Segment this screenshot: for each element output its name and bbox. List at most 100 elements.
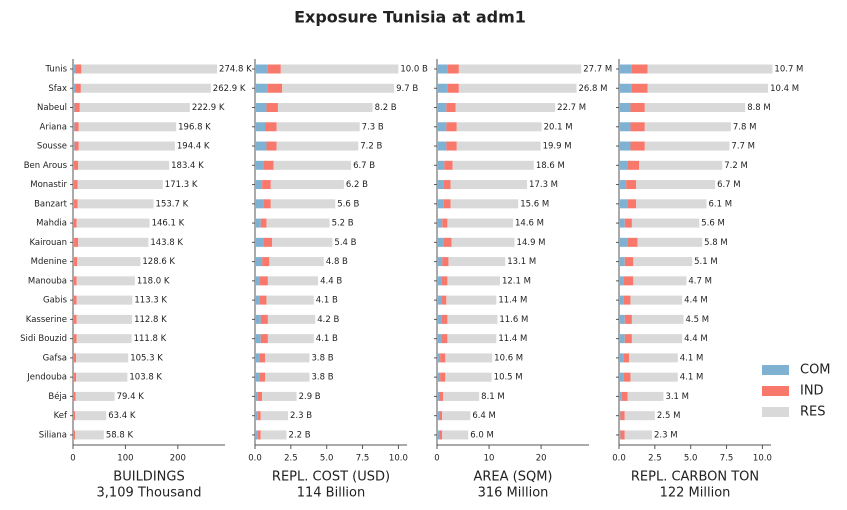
bar-segment xyxy=(619,372,624,382)
total-label: 7.7 M xyxy=(731,142,755,152)
bar-segment xyxy=(77,199,154,209)
bar-segment xyxy=(266,218,330,228)
total-label: 6.0 M xyxy=(470,430,494,440)
category-label: Banzart xyxy=(34,199,68,209)
bar-segment xyxy=(448,257,506,267)
bar-segment xyxy=(442,257,449,267)
bar-segment xyxy=(620,411,625,421)
bar-segment xyxy=(631,334,683,344)
bar-segment xyxy=(619,257,625,267)
bar-segment xyxy=(73,430,76,440)
bar-segment xyxy=(259,276,268,286)
bar-segment xyxy=(76,276,135,286)
bar-segment xyxy=(73,391,74,401)
total-label: 4.1 M xyxy=(680,353,704,363)
bar-segment xyxy=(78,237,149,247)
bar-segment xyxy=(443,199,451,209)
total-label: 7.3 B xyxy=(362,122,384,132)
bar-segment xyxy=(619,391,622,401)
total-label: 4.2 B xyxy=(317,315,339,325)
total-label: 103.8 K xyxy=(129,373,162,383)
bar-segment xyxy=(644,103,746,113)
bar-segment xyxy=(437,314,442,324)
bar-segment xyxy=(630,295,683,305)
bar-segment xyxy=(78,160,170,170)
total-label: 14.9 M xyxy=(517,238,546,248)
bar-segment xyxy=(619,180,627,190)
bar-segment xyxy=(76,218,150,228)
bar-segment xyxy=(624,218,632,228)
bar-segment xyxy=(262,257,270,267)
total-label: 4.1 B xyxy=(316,334,338,344)
bar-segment xyxy=(78,141,175,151)
category-label: Kef xyxy=(54,411,68,421)
category-label: Sidi Bouzid xyxy=(20,334,67,344)
bar-segment xyxy=(76,295,133,305)
bar-segment xyxy=(266,103,278,113)
bar-segment xyxy=(443,391,480,401)
bar-segment xyxy=(81,64,218,74)
bar-segment xyxy=(263,199,271,209)
total-label: 2.9 B xyxy=(299,392,321,402)
total-label: 183.4 K xyxy=(171,161,204,171)
total-label: 153.7 K xyxy=(156,199,189,209)
bar-segment xyxy=(626,180,637,190)
bar-segment xyxy=(77,257,141,267)
bar-segment xyxy=(79,103,190,113)
x-tick-label: 2.5 xyxy=(284,454,298,464)
bar-segment xyxy=(75,83,81,93)
bar-segment xyxy=(630,372,678,382)
bar-segment xyxy=(647,83,769,93)
bar-segment xyxy=(260,218,267,228)
total-label: 7.2 M xyxy=(724,161,748,171)
total-label: 194.4 K xyxy=(177,142,210,152)
bar-segment xyxy=(74,257,78,267)
total-label: 7.8 M xyxy=(733,122,757,132)
total-label: 5.6 B xyxy=(337,199,359,209)
bar-segment xyxy=(73,83,76,93)
bar-segment xyxy=(647,64,773,74)
x-tick-label: 10.0 xyxy=(753,454,772,464)
bar-segment xyxy=(263,160,274,170)
total-label: 118.0 K xyxy=(137,276,170,286)
bar-segment xyxy=(437,218,443,228)
bar-segment xyxy=(266,141,277,151)
bar-segment xyxy=(255,122,266,132)
bar-segment xyxy=(74,199,78,209)
category-label: Gafsa xyxy=(43,353,67,363)
bar-segment xyxy=(255,257,263,267)
bar-segment xyxy=(73,160,75,170)
category-label: Béja xyxy=(48,391,67,402)
bar-segment xyxy=(260,411,288,421)
bar-segment xyxy=(255,391,258,401)
bar-segment xyxy=(255,199,264,209)
total-label: 5.8 M xyxy=(704,238,728,248)
bar-segment xyxy=(627,237,638,247)
total-label: 274.8 K xyxy=(219,65,252,75)
bar-segment xyxy=(78,122,177,132)
bar-segment xyxy=(80,83,211,93)
bar-segment xyxy=(73,314,74,324)
bar-segment xyxy=(624,314,632,324)
total-label: 7.2 B xyxy=(360,142,382,152)
total-label: 8.2 B xyxy=(375,103,397,113)
bar-segment xyxy=(255,276,260,286)
bar-segment xyxy=(255,314,261,324)
x-axis-sublabel: 122 Million xyxy=(660,486,731,501)
bar-segment xyxy=(442,411,471,421)
bar-segment xyxy=(437,391,440,401)
bar-segment xyxy=(437,353,441,363)
bar-segment xyxy=(446,122,457,132)
bar-segment xyxy=(255,141,267,151)
bar-segment xyxy=(273,160,352,170)
legend-swatch xyxy=(762,386,789,396)
category-label: Kasserine xyxy=(26,315,67,325)
bar-segment xyxy=(619,64,632,74)
total-label: 10.5 M xyxy=(494,373,523,383)
bar-segment xyxy=(73,411,76,421)
category-label: Tunis xyxy=(45,65,68,75)
bar-segment xyxy=(445,353,493,363)
bar-segment xyxy=(255,64,268,74)
bar-segment xyxy=(624,257,634,267)
bar-segment xyxy=(259,372,266,382)
